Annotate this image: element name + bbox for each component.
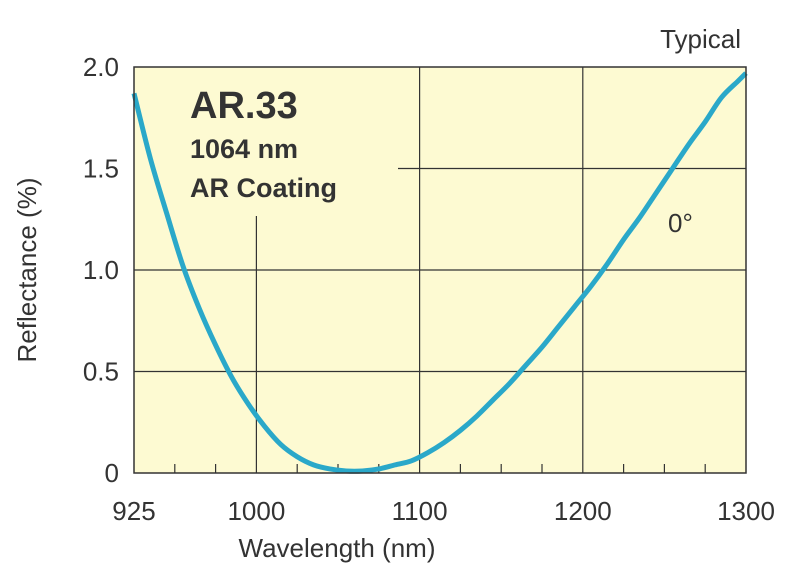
y-tick-label: 0 [105, 458, 119, 488]
x-tick-label: 1300 [717, 496, 775, 526]
chart-subtitle-line-1: 1064 nm [190, 134, 298, 164]
plot-frame [133, 66, 747, 474]
y-tick-label: 1.5 [83, 154, 119, 184]
grid-lines [134, 67, 746, 473]
typical-label: Typical [660, 24, 741, 54]
y-axis-title: Reflectance (%) [12, 178, 42, 363]
chart-title: AR.33 [190, 85, 298, 127]
x-tick-label: 1200 [554, 496, 612, 526]
x-tick-label: 925 [112, 496, 155, 526]
x-tick-label: 1000 [227, 496, 285, 526]
series-label-0deg: 0° [668, 208, 693, 238]
y-tick-label: 1.0 [83, 255, 119, 285]
x-tick-labels: 925 1000 1100 1200 1300 [112, 496, 775, 526]
y-tick-label: 0.5 [83, 357, 119, 387]
x-axis-title: Wavelength (nm) [239, 533, 436, 563]
chart-subtitle-line-2: AR Coating [190, 173, 337, 203]
series-line-0 [131, 71, 748, 474]
y-tick-labels: 0 0.5 1.0 1.5 2.0 [83, 52, 119, 488]
y-tick-label: 2.0 [83, 52, 119, 82]
series-layer [131, 71, 748, 474]
x-tick-label: 1100 [392, 496, 448, 526]
